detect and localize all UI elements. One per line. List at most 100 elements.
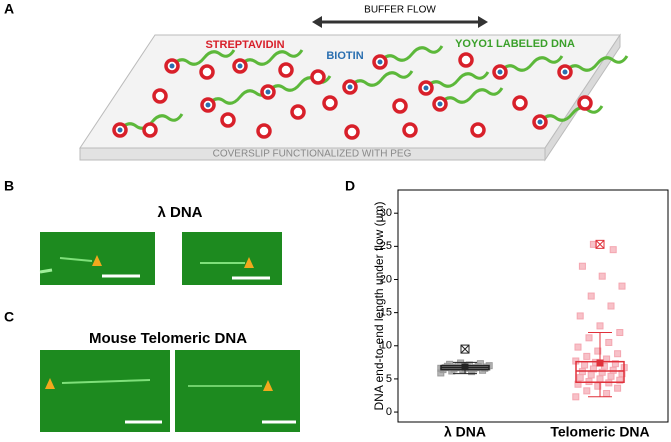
data-point — [596, 375, 604, 383]
dna-strand — [378, 45, 444, 63]
micrograph — [175, 350, 300, 432]
data-point — [583, 352, 591, 360]
data-point — [581, 361, 589, 369]
panel-title: Mouse Telomeric DNA — [89, 330, 247, 347]
dna-strand — [563, 55, 629, 73]
data-point — [576, 374, 584, 382]
data-point — [576, 312, 584, 320]
y-tick-label: 10 — [380, 340, 392, 352]
data-point — [589, 365, 597, 373]
biotin — [169, 63, 175, 69]
dna-strand — [206, 88, 272, 106]
streptavidin — [512, 95, 528, 111]
dna-strand — [438, 87, 504, 105]
biotin — [237, 63, 243, 69]
arrow-head — [312, 16, 322, 28]
data-point — [609, 246, 617, 254]
y-tick-label: 5 — [386, 373, 392, 385]
data-point — [607, 372, 615, 380]
flow-label: BUFFER FLOW — [364, 5, 436, 16]
biotin — [265, 89, 271, 95]
max-cross — [595, 240, 605, 249]
arrow-head — [478, 16, 488, 28]
y-tick-label: 25 — [380, 240, 392, 252]
data-point — [585, 334, 593, 342]
molecules — [112, 45, 629, 140]
biotin — [377, 59, 383, 65]
data-point — [598, 368, 606, 376]
streptavidin — [310, 69, 326, 85]
data-point — [598, 272, 606, 280]
streptavidin-label: STREPTAVIDIN — [205, 39, 284, 51]
data-point — [594, 382, 602, 390]
data-point — [618, 282, 626, 290]
data-point — [587, 292, 595, 300]
marker — [244, 257, 254, 268]
marker — [45, 378, 55, 389]
data-point — [616, 329, 624, 337]
data-point — [572, 393, 580, 401]
biotin — [437, 101, 443, 107]
micrograph — [40, 350, 170, 432]
streptavidin — [458, 52, 474, 68]
max-cross — [460, 344, 470, 354]
streptavidin — [290, 104, 306, 120]
biotin — [117, 127, 123, 133]
dna-strand — [498, 55, 564, 73]
micrograph — [182, 232, 282, 285]
panel-label: D — [345, 178, 355, 194]
dna-label: YOYO1 LABELED DNA — [455, 38, 575, 50]
mean — [461, 363, 469, 371]
data-point — [574, 380, 582, 388]
data-point — [611, 360, 619, 368]
max — [460, 344, 470, 354]
data-point — [607, 302, 615, 310]
x-tick-label: Telomeric DNA — [550, 424, 649, 440]
dna-strand — [170, 49, 236, 67]
streptavidin — [402, 122, 418, 138]
panel-title: λ DNA — [157, 204, 202, 221]
panel-label: C — [4, 309, 14, 325]
biotin-label: BIOTIN — [326, 50, 363, 62]
biotin — [347, 84, 353, 90]
marker — [92, 255, 102, 266]
streptavidin — [199, 64, 215, 80]
biotin — [205, 102, 211, 108]
data-point — [605, 338, 613, 346]
streptavidin — [256, 123, 272, 139]
max — [595, 239, 605, 249]
panel-label: A — [4, 1, 14, 17]
plot-frame — [397, 189, 669, 423]
data-point — [583, 387, 591, 395]
data-point — [476, 360, 484, 368]
dna-strand — [61, 379, 151, 384]
data-point — [594, 347, 602, 355]
biotin — [537, 119, 543, 125]
streptavidin — [220, 112, 236, 128]
dna-strand — [118, 113, 184, 131]
data-point — [614, 384, 622, 392]
y-tick-label: 30 — [380, 207, 392, 219]
dna-strand — [238, 49, 304, 67]
y-axis-title: DNA end-to-end length under flow (μm) — [372, 201, 386, 410]
data-point — [587, 371, 595, 379]
streptavidin — [577, 95, 593, 111]
streptavidin — [152, 88, 168, 104]
biotin — [497, 69, 503, 75]
data-point — [603, 389, 611, 397]
dna-strand — [424, 71, 490, 89]
data-point — [616, 376, 624, 384]
dna-strand — [538, 105, 604, 123]
surface-label: COVERSLIP FUNCTIONALIZED WITH PEG — [213, 149, 412, 160]
plot: 0 5 10 15 20 25 30 λ DNA Telomeric DNA — [380, 207, 650, 440]
dna-strand — [39, 268, 53, 274]
y-tick-label: 20 — [380, 273, 392, 285]
data-point — [578, 262, 586, 270]
data-point — [574, 343, 582, 351]
y-tick-label: 15 — [380, 307, 392, 319]
data-point — [596, 322, 604, 330]
biotin — [423, 85, 429, 91]
panel-label: B — [4, 178, 14, 194]
y-tick-label: 0 — [386, 406, 392, 418]
